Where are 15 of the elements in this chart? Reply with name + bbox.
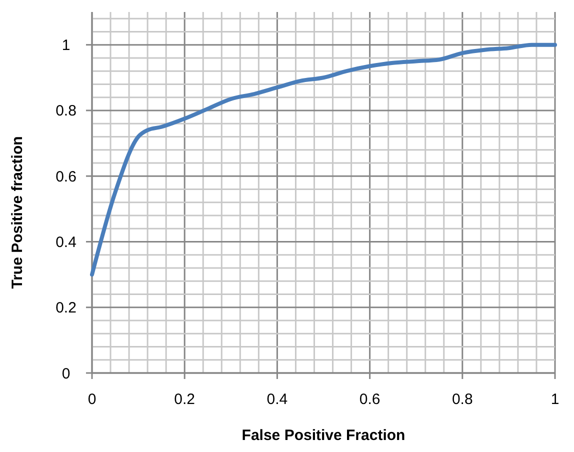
x-tick-label: 0.6 (359, 391, 380, 408)
y-tick-label: 0.6 (56, 168, 76, 186)
y-tick-label: 0.8 (56, 102, 76, 120)
y-tick-label: 1 (62, 37, 70, 54)
x-tick-label: 0.2 (174, 391, 196, 408)
x-tick-label: 0.4 (266, 391, 288, 408)
line-series (90, 42, 557, 277)
x-tick-label: 0.8 (452, 391, 473, 408)
y-tick-label: 0 (62, 365, 70, 382)
x-tick-label: 0 (88, 391, 96, 408)
y-tick-label: 0.2 (56, 300, 76, 317)
x-tick-label: 1 (550, 391, 560, 408)
x-axis-title: False Positive Fraction (242, 427, 406, 444)
y-axis-title: True Positive fraction (9, 136, 26, 289)
y-tick-label: 0.4 (56, 234, 76, 251)
